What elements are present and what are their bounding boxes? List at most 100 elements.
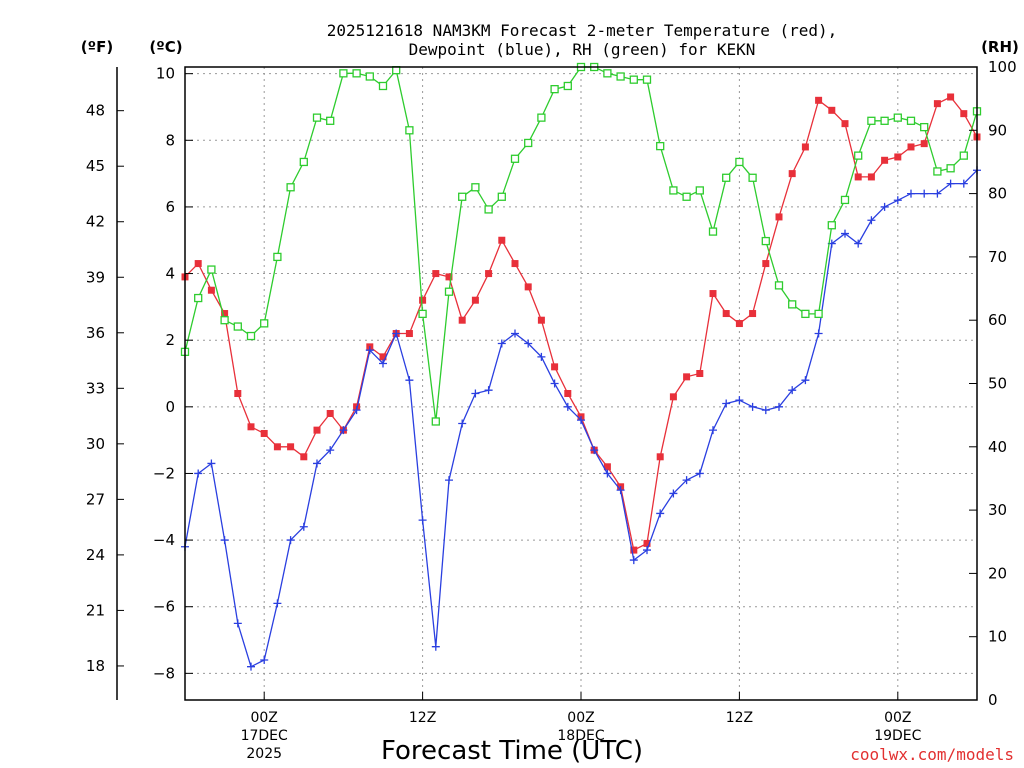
temperature-point: [881, 156, 889, 164]
rh-tick-label: 40: [988, 438, 1007, 456]
celsius-tick-label: −6: [153, 598, 175, 616]
rh-point: [827, 221, 836, 230]
temperature-point: [933, 100, 941, 108]
rh-point: [207, 265, 216, 274]
x-axis-title: Forecast Time (UTC): [381, 736, 643, 766]
dewpoint-point: [629, 556, 638, 565]
dewpoint-point: [431, 642, 440, 651]
rh-tick-label: 30: [988, 501, 1007, 519]
temperature-point: [735, 320, 743, 328]
rh-point: [260, 319, 269, 328]
dewpoint-point: [418, 516, 427, 525]
rh-point: [933, 167, 942, 176]
rh-point: [471, 183, 480, 192]
fahrenheit-tick-label: 39: [86, 268, 105, 286]
dewpoint-point: [959, 179, 968, 188]
temperature-point: [485, 270, 493, 278]
fahrenheit-tick-label: 27: [86, 490, 105, 508]
series-rh: [180, 62, 982, 426]
fahrenheit-tick-label: 33: [86, 379, 105, 397]
dewpoint-point: [788, 386, 797, 395]
dewpoint-point: [867, 216, 876, 225]
temperature-point: [603, 463, 611, 471]
rh-unit-label: (RH): [981, 38, 1019, 56]
dewpoint-point: [445, 476, 453, 485]
fahrenheit-unit-label: (ºF): [81, 38, 113, 56]
celsius-tick-label: 4: [165, 265, 175, 283]
dewpoint-point: [405, 376, 414, 385]
dewpoint-point: [339, 426, 348, 435]
temperature-point: [801, 143, 809, 151]
rh-point: [801, 309, 810, 319]
temperature-point: [775, 213, 783, 221]
rh-point: [616, 72, 625, 81]
rh-point: [854, 151, 863, 160]
dewpoint-point: [695, 469, 704, 478]
temperature-point: [867, 173, 875, 181]
fahrenheit-tick-label: 45: [86, 157, 105, 175]
dewpoint-point: [577, 416, 585, 425]
celsius-tick-label: 8: [165, 131, 175, 149]
dewpoint-point: [326, 446, 335, 455]
dewpoint-point: [247, 662, 255, 671]
dewpoint-point: [722, 399, 731, 408]
dewpoint-point: [286, 536, 295, 545]
dewpoint-point: [709, 426, 717, 435]
temperature-point: [643, 539, 651, 547]
dewpoint-point: [365, 346, 374, 355]
temperature-point: [828, 106, 836, 114]
rh-point: [286, 183, 295, 192]
dewpoint-point: [814, 329, 823, 338]
temperature-point: [498, 236, 506, 244]
dewpoint-point: [933, 189, 942, 198]
celsius-unit-label: (ºC): [149, 38, 182, 56]
rh-point: [774, 281, 784, 290]
rh-point: [840, 195, 850, 205]
x-tick-label: 2025: [246, 746, 282, 762]
rh-point: [431, 417, 440, 426]
temperature-point: [326, 409, 334, 417]
temperature-point: [300, 453, 308, 461]
dewpoint-point: [273, 599, 282, 608]
rh-point: [946, 164, 955, 173]
rh-point: [273, 252, 282, 262]
temperature-point: [564, 389, 572, 397]
rh-tick-label: 50: [988, 375, 1007, 393]
dewpoint-point: [458, 419, 467, 428]
temperature-point: [656, 453, 664, 461]
x-tick-label: 00Z: [884, 710, 911, 726]
rh-point: [748, 173, 757, 182]
temperature-point: [907, 143, 915, 151]
x-tick-label: 12Z: [409, 710, 436, 726]
temperature-point: [234, 389, 242, 397]
rh-point: [880, 116, 889, 125]
rh-point: [761, 236, 770, 246]
x-tick-label: 12Z: [726, 710, 753, 726]
temperature-point: [260, 429, 268, 437]
dewpoint-point: [682, 476, 691, 485]
rh-point: [656, 141, 665, 151]
rh-point: [563, 81, 572, 91]
rh-point: [220, 316, 229, 325]
dewpoint-point: [194, 469, 203, 478]
temperature-point: [524, 283, 532, 291]
rh-tick-label: 20: [988, 564, 1007, 582]
celsius-tick-label: 2: [165, 331, 175, 349]
rh-point: [642, 75, 652, 84]
rh-point: [893, 113, 902, 122]
dewpoint-point: [511, 329, 519, 338]
temperature-point: [221, 310, 229, 318]
rh-point: [365, 72, 374, 81]
dewpoint-point: [379, 359, 387, 368]
dewpoint-point: [946, 179, 955, 188]
rh-point: [484, 205, 493, 214]
rh-tick-label: 100: [988, 58, 1017, 76]
temperature-point: [207, 286, 215, 294]
dewpoint-point: [880, 202, 889, 211]
dewpoint-point: [524, 339, 533, 348]
celsius-tick-label: 10: [156, 65, 175, 83]
x-tick-label: 00Z: [250, 710, 277, 726]
dewpoint-point: [563, 402, 572, 411]
dewpoint-point: [260, 656, 269, 665]
